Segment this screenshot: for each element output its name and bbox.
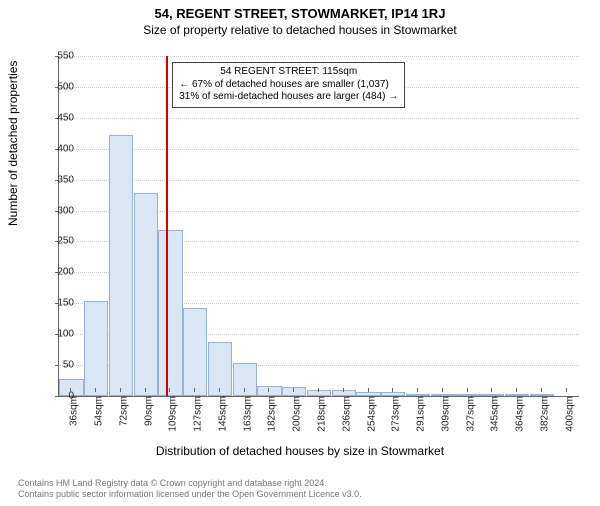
annotation-line2: ← 67% of detached houses are smaller (1,…: [179, 79, 398, 92]
xtick-label: 54sqm: [94, 396, 105, 426]
gridline: [59, 118, 579, 119]
ytick-label: 150: [34, 298, 74, 309]
xtick-mark: [244, 388, 245, 392]
xtick-label: 90sqm: [143, 396, 154, 426]
xtick-mark: [120, 388, 121, 392]
xtick-label: 400sqm: [564, 396, 575, 432]
xtick-label: 109sqm: [168, 396, 179, 432]
histogram-bar: [158, 230, 182, 396]
gridline: [59, 180, 579, 181]
ytick-label: 250: [34, 236, 74, 247]
xtick-label: 345sqm: [490, 396, 501, 432]
ytick-label: 500: [34, 81, 74, 92]
xtick-label: 218sqm: [317, 396, 328, 432]
gridline: [59, 56, 579, 57]
footer-line1: Contains HM Land Registry data © Crown c…: [18, 478, 362, 489]
footer-attribution: Contains HM Land Registry data © Crown c…: [18, 478, 362, 501]
xtick-label: 163sqm: [242, 396, 253, 432]
xtick-mark: [219, 388, 220, 392]
xtick-mark: [442, 388, 443, 392]
histogram-bar: [233, 363, 257, 396]
xtick-label: 200sqm: [292, 396, 303, 432]
xtick-mark: [293, 388, 294, 392]
ytick-label: 450: [34, 112, 74, 123]
xtick-mark: [268, 388, 269, 392]
xtick-mark: [343, 388, 344, 392]
xtick-label: 364sqm: [515, 396, 526, 432]
histogram-bar: [183, 308, 207, 396]
xtick-label: 72sqm: [118, 396, 129, 426]
xtick-mark: [491, 388, 492, 392]
plot-area: 54 REGENT STREET: 115sqm ← 67% of detach…: [58, 56, 579, 397]
x-axis-label: Distribution of detached houses by size …: [0, 444, 600, 458]
gridline: [59, 149, 579, 150]
xtick-label: 36sqm: [69, 396, 80, 426]
xtick-label: 127sqm: [193, 396, 204, 432]
xtick-mark: [194, 388, 195, 392]
xtick-mark: [467, 388, 468, 392]
xtick-label: 182sqm: [267, 396, 278, 432]
ytick-label: 200: [34, 267, 74, 278]
xtick-label: 145sqm: [217, 396, 228, 432]
annotation-line3: 31% of semi-detached houses are larger (…: [179, 91, 398, 104]
page-title: 54, REGENT STREET, STOWMARKET, IP14 1RJ: [0, 6, 600, 21]
footer-line2: Contains public sector information licen…: [18, 489, 362, 500]
ytick-label: 100: [34, 329, 74, 340]
xtick-mark: [516, 388, 517, 392]
chart-container: Number of detached properties 54 REGENT …: [0, 48, 600, 458]
histogram-bar: [84, 301, 108, 396]
ytick-label: 50: [34, 360, 74, 371]
xtick-label: 327sqm: [465, 396, 476, 432]
page-subtitle: Size of property relative to detached ho…: [0, 23, 600, 37]
histogram-bar: [134, 193, 158, 396]
xtick-label: 236sqm: [341, 396, 352, 432]
histogram-bar: [109, 135, 133, 396]
ytick-label: 300: [34, 205, 74, 216]
xtick-mark: [566, 388, 567, 392]
xtick-mark: [368, 388, 369, 392]
xtick-mark: [70, 388, 71, 392]
xtick-mark: [145, 388, 146, 392]
xtick-mark: [318, 388, 319, 392]
xtick-label: 309sqm: [440, 396, 451, 432]
xtick-mark: [417, 388, 418, 392]
y-axis-label: Number of detached properties: [6, 61, 20, 226]
reference-line: [166, 56, 168, 396]
xtick-mark: [541, 388, 542, 392]
xtick-mark: [95, 388, 96, 392]
xtick-label: 382sqm: [539, 396, 550, 432]
xtick-mark: [169, 388, 170, 392]
ytick-label: 350: [34, 174, 74, 185]
xtick-label: 273sqm: [391, 396, 402, 432]
ytick-label: 550: [34, 51, 74, 62]
annotation-line1: 54 REGENT STREET: 115sqm: [179, 66, 398, 79]
xtick-label: 291sqm: [416, 396, 427, 432]
histogram-bar: [208, 342, 232, 396]
xtick-mark: [392, 388, 393, 392]
annotation-box: 54 REGENT STREET: 115sqm ← 67% of detach…: [172, 62, 405, 108]
ytick-label: 400: [34, 143, 74, 154]
xtick-label: 254sqm: [366, 396, 377, 432]
